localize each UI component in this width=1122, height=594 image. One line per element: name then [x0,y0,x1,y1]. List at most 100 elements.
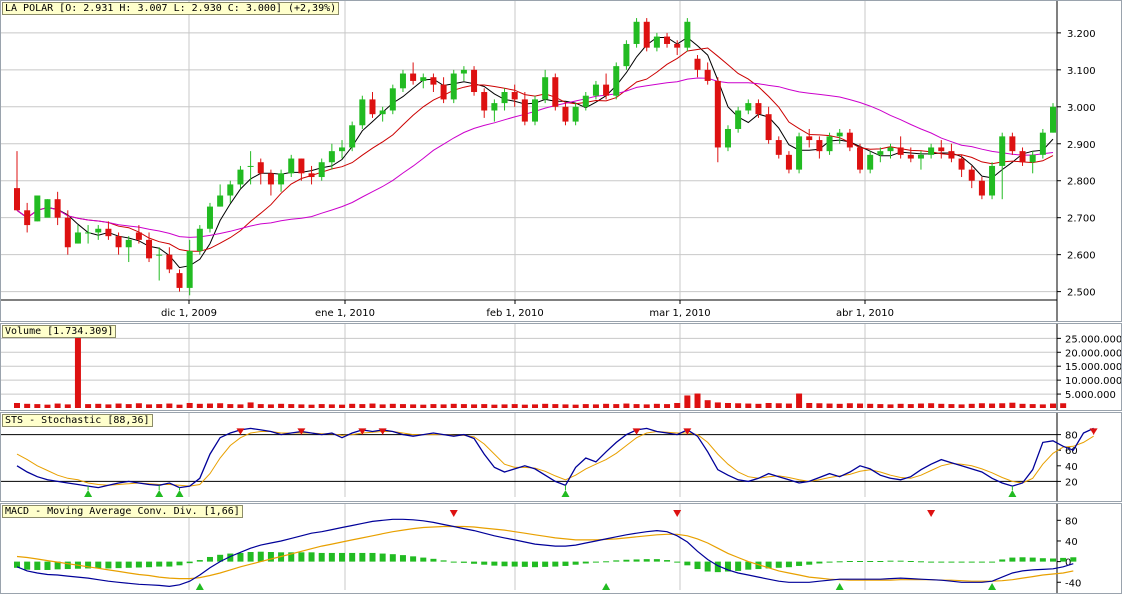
volume-bar [206,403,213,408]
volume-bar [897,403,904,408]
price-chart-svg: 2.500 2.600 2.700 2.800 2.900 3.000 3.100 3.200… [1,1,1096,321]
volume-bar [664,404,671,408]
macd-histogram-bar [257,551,264,562]
volume-bar [674,402,681,408]
volume-bar [542,403,549,408]
macd-histogram-bar [552,561,559,567]
volume-bar [288,404,295,408]
volume-bar [999,403,1006,408]
macd-histogram-bar [135,561,142,568]
volume-bar [95,403,102,408]
volume-bar [755,403,762,408]
candle-body [623,43,630,67]
volume-bar [399,404,406,408]
candle-body [471,69,478,93]
macd-sell-marker [673,510,682,517]
candle-body [704,69,711,81]
macd-histogram-bar [1039,558,1046,562]
volume-bar [532,404,538,408]
candle-body [420,77,427,81]
volume-bar [349,403,356,408]
volume-bar [806,402,813,408]
macd-histogram-bar [95,561,102,569]
volume-bar [846,403,853,408]
candle-body [664,36,671,44]
candle-body [1019,151,1026,163]
candle-body [816,140,823,152]
volume-bar [420,404,427,408]
volume-bar [948,404,955,408]
candle-body [24,210,31,226]
candle-body [105,228,112,237]
volume-bar [14,402,20,408]
macd-histogram-bar [24,561,31,570]
candle-body [968,169,975,181]
volume-bar [613,404,620,408]
macd-histogram-bar [227,553,234,562]
buy-signal-marker [155,490,164,497]
macd-histogram-bar [156,561,163,567]
candle-body [125,239,132,248]
candle-body [318,162,325,178]
macd-histogram-bar [328,552,335,562]
macd-histogram-bar [1029,557,1036,562]
macd-histogram-bar [308,552,315,562]
volume-bar [135,403,142,408]
macd-histogram-bar [745,561,752,570]
macd-histogram-bar [379,553,386,562]
macd-histogram-bar [460,561,467,563]
macd-histogram-bar [105,561,112,569]
candle-body [938,147,945,152]
macd-histogram-bar [836,561,843,563]
volume-bar [318,404,325,408]
candle-body [1009,136,1016,152]
macd-buy-marker [988,583,997,590]
date-axis-label: abr 1, 2010 [836,308,894,319]
macd-histogram-bar [958,561,965,563]
volume-bar [440,404,447,408]
macd-y-tick-label: 40 [1065,537,1078,548]
macd-histogram-bar [664,560,671,562]
macd-histogram-bar [399,555,406,562]
candle-body [440,84,447,100]
macd-histogram-bar [917,561,924,563]
macd-histogram-bar [653,559,660,562]
volume-bar [765,402,772,408]
macd-histogram-bar [186,561,193,564]
candle-body [1039,132,1046,155]
volume-bar [938,403,945,408]
candle-body [826,136,833,152]
volume-bar [267,404,274,408]
macd-histogram-bar [64,561,71,570]
candle-body [1029,154,1036,163]
macd-histogram-bar [907,560,914,562]
macd-histogram-bar [796,561,803,566]
volume-bar [105,404,112,408]
candle-body [877,151,884,155]
volume-bar [633,404,640,408]
macd-histogram-bar [948,561,955,563]
candle-body [724,128,731,148]
price-y-tick-label: 2.500 [1067,288,1096,299]
volume-bar [481,404,488,408]
candle-body [755,103,762,115]
volume-bar [735,403,742,408]
candle-body [74,232,81,244]
candle-body [582,95,589,107]
macd-histogram-bar [785,561,792,568]
macd-histogram-bar [1060,557,1067,562]
volume-bar [1009,402,1016,408]
volume-y-tick-label: 25.000.000 [1065,334,1121,345]
macd-histogram-bar [867,560,874,562]
candle-body [85,232,92,234]
candle-body [836,132,843,137]
candle-body [288,158,295,174]
macd-sell-marker [449,510,458,517]
macd-y-tick-label: 0 [1065,558,1071,569]
candle-body [430,77,437,85]
macd-histogram-bar [562,561,569,566]
volume-bar [460,404,467,408]
candle-body [806,136,813,141]
volume-bar [521,404,528,408]
macd-histogram-bar [521,561,528,567]
